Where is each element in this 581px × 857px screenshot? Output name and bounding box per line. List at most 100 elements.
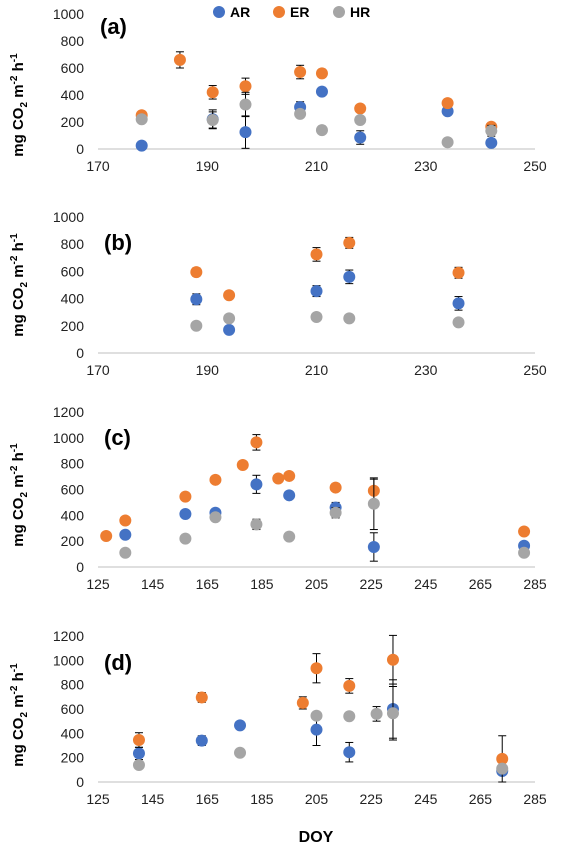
y-axis-title-part: -1 xyxy=(9,53,20,62)
data-point xyxy=(343,746,356,759)
x-tick-label: 205 xyxy=(305,791,329,807)
y-axis-title: mg CO2 m-2 h-1 xyxy=(9,443,30,547)
y-axis-title-part: -2 xyxy=(9,75,20,84)
data-point xyxy=(250,518,263,531)
y-tick-label: 800 xyxy=(61,677,85,693)
data-point xyxy=(239,126,252,139)
data-point xyxy=(179,508,192,521)
x-tick-label: 230 xyxy=(414,158,438,174)
data-point xyxy=(367,540,380,553)
legend-marker xyxy=(273,6,285,18)
y-tick-label: 400 xyxy=(61,87,85,103)
x-tick-label: 230 xyxy=(414,362,438,378)
y-axis-title-part: m xyxy=(10,474,27,492)
data-point xyxy=(343,312,356,325)
panel-label: (b) xyxy=(104,230,132,255)
series-er xyxy=(132,634,509,783)
y-axis-title-part: mg CO xyxy=(10,717,27,767)
series-ar xyxy=(119,474,531,562)
y-tick-label: 0 xyxy=(76,559,84,575)
y-axis-title: mg CO2 m-2 h-1 xyxy=(9,663,30,767)
y-axis-title-part: -2 xyxy=(9,465,20,474)
panel-c: 0 200 400 600 800 1000 1200 125 145 165 185 205 225 2… xyxy=(9,404,547,592)
data-point xyxy=(315,67,328,80)
y-tick-label: 400 xyxy=(61,725,85,741)
data-point xyxy=(343,236,356,249)
series-hr xyxy=(119,477,531,559)
y-tick-label: 200 xyxy=(61,750,85,766)
x-tick-label: 185 xyxy=(250,791,274,807)
data-point xyxy=(190,293,203,306)
data-point xyxy=(132,758,145,771)
legend-label: HR xyxy=(350,4,370,20)
x-tick-label: 285 xyxy=(523,791,547,807)
y-tick-label: 0 xyxy=(76,345,84,361)
data-point xyxy=(296,696,309,709)
y-tick-label: 600 xyxy=(61,263,85,279)
y-axis-title-part: -2 xyxy=(9,255,20,264)
y-tick-label: 200 xyxy=(61,533,85,549)
data-point xyxy=(119,528,132,541)
data-point xyxy=(179,490,192,503)
data-point xyxy=(234,719,247,732)
y-tick-label: 1000 xyxy=(53,652,84,668)
data-point xyxy=(343,679,356,692)
legend-label: AR xyxy=(230,4,250,20)
data-point xyxy=(496,752,509,765)
data-point xyxy=(315,124,328,137)
y-axis-title-part: 2 xyxy=(19,712,30,718)
y-axis-title-part: m xyxy=(10,694,27,712)
x-axis-title: DOY xyxy=(299,829,334,846)
data-point xyxy=(132,734,145,747)
y-axis-title-part: h xyxy=(10,452,27,465)
data-point xyxy=(310,723,323,736)
data-point xyxy=(223,289,236,302)
y-axis-title-part: 2 xyxy=(19,492,30,498)
y-axis-title-part: 2 xyxy=(19,102,30,108)
panel-label: (d) xyxy=(104,650,132,675)
data-point xyxy=(190,266,203,279)
y-axis-title-part: mg CO xyxy=(10,287,27,337)
data-point xyxy=(135,139,148,152)
data-point xyxy=(310,285,323,298)
data-point xyxy=(343,710,356,723)
x-tick-label: 210 xyxy=(305,362,329,378)
x-tick-label: 265 xyxy=(469,791,493,807)
data-point xyxy=(100,530,113,542)
data-point xyxy=(354,131,367,144)
panel-label: (a) xyxy=(100,14,127,39)
x-tick-label: 125 xyxy=(86,576,110,592)
data-point xyxy=(179,532,192,545)
data-point xyxy=(283,530,296,543)
data-point xyxy=(485,136,498,149)
data-point xyxy=(310,709,323,722)
x-tick-label: 125 xyxy=(86,791,110,807)
y-axis-title-part: m xyxy=(10,84,27,102)
y-tick-label: 200 xyxy=(61,114,85,130)
y-axis-title-part: h xyxy=(10,242,27,255)
data-point xyxy=(452,297,465,310)
data-point xyxy=(239,80,252,93)
series-ar xyxy=(190,269,465,336)
y-tick-label: 600 xyxy=(61,482,85,498)
y-tick-label: 800 xyxy=(61,236,85,252)
x-tick-label: 145 xyxy=(141,576,165,592)
y-tick-label: 800 xyxy=(61,33,85,49)
panel-a: 0 200 400 600 800 1000 170 190 210 230 250 mg CO2 m… xyxy=(9,6,547,174)
data-point xyxy=(135,113,148,126)
x-tick-label: 225 xyxy=(359,576,383,592)
data-point xyxy=(234,746,247,759)
data-point xyxy=(354,113,367,126)
series-ar xyxy=(132,679,509,778)
data-point xyxy=(209,511,222,524)
x-tick-label: 210 xyxy=(305,158,329,174)
data-point xyxy=(343,270,356,283)
data-point xyxy=(441,136,454,149)
y-axis-title: mg CO2 m-2 h-1 xyxy=(9,233,30,337)
data-point xyxy=(195,734,208,747)
x-tick-label: 245 xyxy=(414,791,438,807)
data-point xyxy=(195,691,208,704)
data-point xyxy=(132,747,145,760)
y-axis-title-part: mg CO xyxy=(10,107,27,157)
